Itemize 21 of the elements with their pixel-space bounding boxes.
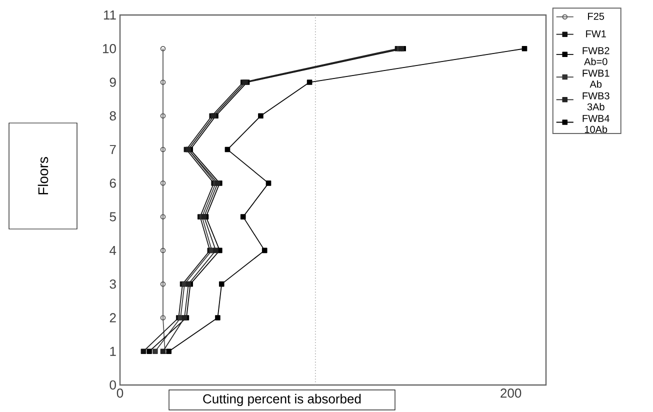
legend-label: FWB1 Ab [582,70,610,88]
y-axis-title: Floors [38,157,48,194]
legend-label: FWB3 3Ab [582,92,610,110]
legend-label: F25 [588,12,604,20]
y-tick-label: 0 [110,380,116,390]
y-tick-label: 9 [110,78,116,87]
y-tick-label: 7 [110,145,116,154]
x-tick-label: 200 [500,388,522,398]
y-tick-label: 4 [110,246,116,255]
y-tick-label: 1 [110,346,116,356]
legend-label: FW1 [586,30,606,38]
y-tick-label: 6 [110,178,116,188]
y-tick-label: 2 [110,313,116,322]
y-tick-label: 3 [110,279,116,289]
y-tick-label: 5 [110,212,116,222]
y-tick-label: 11 [104,10,116,20]
y-tick-label: 10 [103,44,116,54]
legend-label: FWB4 10Ab [582,114,610,133]
y-tick-label: 8 [110,111,116,120]
x-axis-title: Cutting percent is absorbed [203,394,361,406]
legend-label: FWB2 Ab=0 [582,47,610,66]
